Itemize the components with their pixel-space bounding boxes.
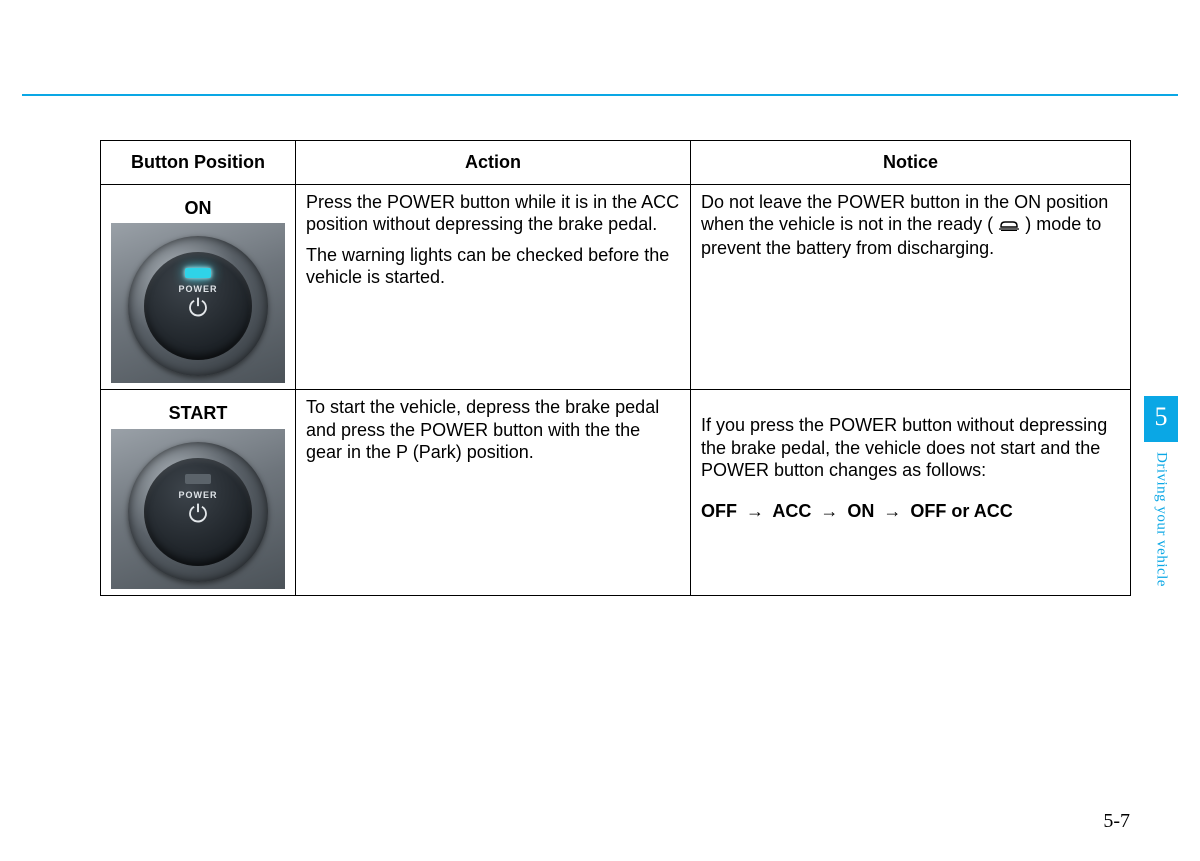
action-paragraph: The warning lights can be checked before… [306, 244, 680, 289]
power-symbol-icon: ⏻ [144, 503, 252, 527]
page-content: Button Position Action Notice ON POWER ⏻ [100, 140, 1130, 596]
indicator-light-off-icon [185, 474, 211, 484]
seq-step: OFF [701, 501, 737, 521]
chapter-side-tab: 5 Driving your vehicle [1144, 396, 1178, 587]
button-position-table: Button Position Action Notice ON POWER ⏻ [100, 140, 1131, 596]
position-cell-on: ON POWER ⏻ [101, 184, 296, 390]
chapter-number: 5 [1144, 396, 1178, 442]
table-row: START POWER ⏻ To start the vehicle, depr… [101, 390, 1131, 596]
top-accent-rule [22, 94, 1178, 96]
chapter-title: Driving your vehicle [1153, 442, 1170, 587]
seq-step: ON [847, 501, 874, 521]
power-button-photo-start: POWER ⏻ [111, 429, 285, 589]
position-label: ON [111, 191, 285, 224]
position-cell-start: START POWER ⏻ [101, 390, 296, 596]
arrow-icon: → [879, 501, 905, 521]
button-power-text: POWER [144, 284, 252, 295]
ready-mode-icon [998, 214, 1020, 237]
action-paragraph: Press the POWER button while it is in th… [306, 191, 680, 236]
table-row: ON POWER ⏻ Press the POWER button while … [101, 184, 1131, 390]
arrow-icon: → [816, 501, 842, 521]
col-header-notice: Notice [691, 141, 1131, 185]
indicator-light-on-icon [185, 268, 211, 278]
action-cell-on: Press the POWER button while it is in th… [296, 184, 691, 390]
power-button-photo-on: POWER ⏻ [111, 223, 285, 383]
button-power-text: POWER [144, 490, 252, 501]
seq-step: OFF or ACC [910, 501, 1012, 521]
button-sequence: OFF → ACC → ON → OFF or ACC [701, 500, 1120, 523]
button-face: POWER ⏻ [144, 252, 252, 360]
table-header-row: Button Position Action Notice [101, 141, 1131, 185]
notice-cell-on: Do not leave the POWER button in the ON … [691, 184, 1131, 390]
arrow-icon: → [742, 501, 768, 521]
power-symbol-icon: ⏻ [144, 297, 252, 321]
action-cell-start: To start the vehicle, depress the brake … [296, 390, 691, 596]
position-label: START [111, 396, 285, 429]
notice-text: If you press the POWER button without de… [701, 414, 1120, 482]
col-header-position: Button Position [101, 141, 296, 185]
page-number: 5-7 [1103, 810, 1130, 833]
action-paragraph: To start the vehicle, depress the brake … [306, 396, 680, 464]
notice-cell-start: If you press the POWER button without de… [691, 390, 1131, 596]
button-face: POWER ⏻ [144, 458, 252, 566]
seq-step: ACC [772, 501, 811, 521]
col-header-action: Action [296, 141, 691, 185]
